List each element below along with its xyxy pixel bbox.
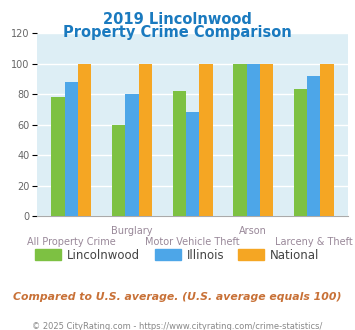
Text: Property Crime Comparison: Property Crime Comparison — [63, 25, 292, 40]
Bar — [65, 82, 78, 216]
Legend: Lincolnwood, Illinois, National: Lincolnwood, Illinois, National — [31, 244, 324, 266]
Text: Arson: Arson — [239, 226, 267, 236]
Bar — [125, 94, 139, 216]
Text: © 2025 CityRating.com - https://www.cityrating.com/crime-statistics/: © 2025 CityRating.com - https://www.city… — [32, 322, 323, 330]
Bar — [260, 63, 273, 216]
Bar — [139, 63, 152, 216]
Bar — [307, 76, 321, 216]
Text: All Property Crime: All Property Crime — [27, 237, 116, 247]
Bar — [233, 63, 246, 216]
Bar — [321, 63, 334, 216]
Text: Burglary: Burglary — [111, 226, 153, 236]
Bar — [173, 91, 186, 216]
Bar — [186, 112, 199, 216]
Text: Motor Vehicle Theft: Motor Vehicle Theft — [145, 237, 240, 247]
Text: Larceny & Theft: Larceny & Theft — [275, 237, 353, 247]
Bar — [294, 89, 307, 216]
Text: 2019 Lincolnwood: 2019 Lincolnwood — [103, 12, 252, 26]
Bar — [78, 63, 91, 216]
Text: Compared to U.S. average. (U.S. average equals 100): Compared to U.S. average. (U.S. average … — [13, 292, 342, 302]
Bar — [199, 63, 213, 216]
Bar — [112, 124, 125, 216]
Bar — [51, 97, 65, 216]
Bar — [246, 63, 260, 216]
